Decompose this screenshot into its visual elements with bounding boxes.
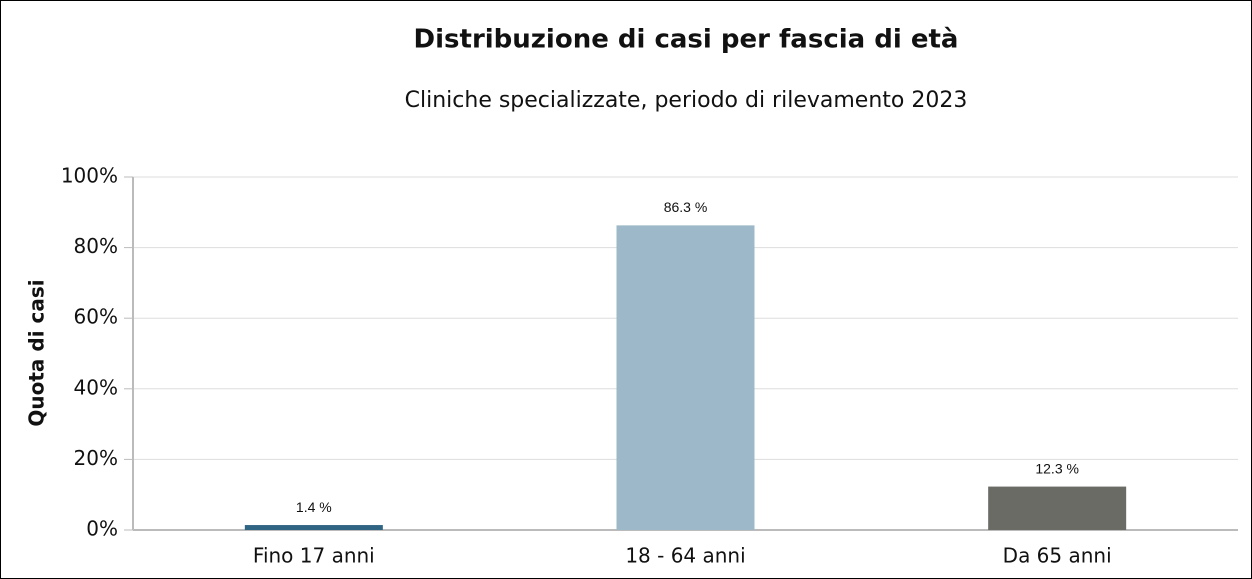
y-tick-label: 60%	[74, 305, 118, 329]
bar	[988, 486, 1127, 530]
y-tick-label: 20%	[74, 446, 118, 470]
x-tick-label: Fino 17 anni	[253, 544, 375, 568]
y-tick-label: 0%	[86, 517, 118, 541]
data-label: 1.4 %	[296, 499, 332, 515]
x-tick-label: 18 - 64 anni	[625, 544, 745, 568]
y-tick-label: 40%	[74, 375, 118, 399]
bar	[616, 225, 755, 530]
y-tick-label: 80%	[74, 234, 118, 258]
chart-title: Distribuzione di casi per fascia di età	[414, 25, 959, 55]
data-label: 12.3 %	[1035, 460, 1079, 476]
y-axis-label: Quota di casi	[25, 279, 49, 426]
data-label: 86.3 %	[664, 199, 708, 215]
bar	[244, 525, 383, 530]
x-tick-label: Da 65 anni	[1003, 544, 1112, 568]
y-tick-label: 100%	[61, 164, 118, 188]
chart-subtitle: Cliniche specializzate, periodo di rilev…	[405, 88, 968, 113]
